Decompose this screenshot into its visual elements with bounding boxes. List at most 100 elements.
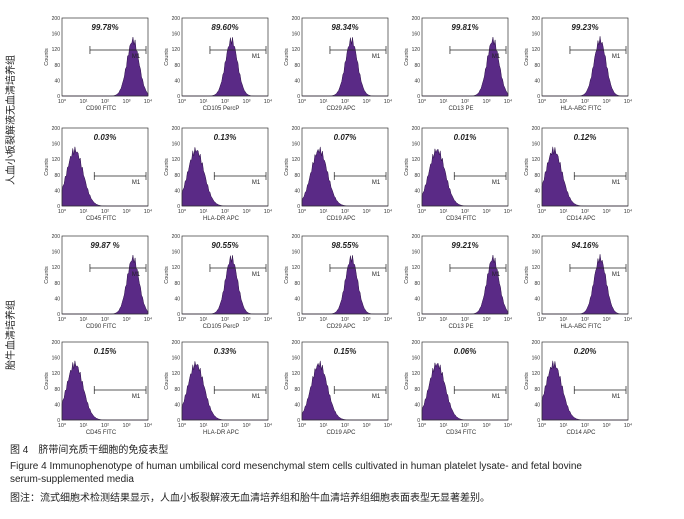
- y-tick-label: 40: [174, 78, 180, 84]
- gate-label: M1: [372, 272, 381, 278]
- y-tick-label: 40: [294, 402, 300, 408]
- histogram: [182, 255, 268, 315]
- y-tick-label: 120: [532, 157, 541, 163]
- y-tick-label: 80: [534, 387, 540, 393]
- y-tick-label: 80: [174, 63, 180, 69]
- x-tick-label: 10⁴: [264, 208, 273, 215]
- x-tick-label: 10⁴: [144, 316, 153, 323]
- y-tick-label: 200: [172, 234, 181, 240]
- y-tick-label: 40: [174, 402, 180, 408]
- histogram: [541, 146, 628, 207]
- y-axis-label: Counts: [284, 372, 290, 390]
- y-tick-label: 0: [417, 94, 420, 100]
- x-tick-label: 10⁰: [538, 316, 547, 323]
- x-tick-label: 10¹: [560, 423, 568, 429]
- gate-label: M1: [492, 54, 501, 60]
- x-tick-label: 10⁰: [298, 316, 307, 323]
- x-tick-label: 10⁴: [504, 316, 513, 323]
- y-tick-label: 120: [52, 265, 61, 271]
- x-tick-label: 10³: [603, 423, 611, 429]
- gate-label: M1: [252, 54, 261, 60]
- y-tick-label: 160: [172, 250, 181, 256]
- y-tick-label: 80: [174, 173, 180, 179]
- y-axis-label: Counts: [404, 48, 410, 66]
- percent-label: 89.60%: [211, 23, 238, 32]
- x-tick-label: 10²: [101, 209, 109, 215]
- y-tick-label: 200: [292, 340, 301, 346]
- y-tick-label: 40: [534, 402, 540, 408]
- y-tick-label: 120: [52, 157, 61, 163]
- marker-label: CD29 APC: [326, 106, 356, 112]
- y-tick-label: 40: [414, 188, 420, 194]
- y-tick-label: 80: [294, 63, 300, 69]
- caption-cn: 图 4 脐带间充质干细胞的免疫表型: [10, 445, 169, 456]
- histogram: [181, 361, 268, 421]
- x-tick-label: 10⁰: [178, 422, 187, 429]
- marker-label: CD19 APC: [326, 216, 356, 222]
- x-tick-label: 10³: [603, 99, 611, 105]
- y-tick-label: 0: [57, 312, 60, 318]
- y-tick-label: 200: [292, 16, 301, 22]
- x-tick-label: 10²: [461, 209, 469, 215]
- histogram: [302, 255, 388, 315]
- plot-frame: [181, 341, 269, 421]
- y-axis-label: Counts: [524, 48, 530, 66]
- marker-label: HLA-DR APC: [203, 216, 240, 222]
- x-tick-label: 10¹: [440, 317, 448, 323]
- y-tick-label: 120: [412, 265, 421, 271]
- y-tick-label: 40: [534, 188, 540, 194]
- x-tick-label: 10⁰: [178, 98, 187, 105]
- y-axis-label: Counts: [524, 266, 530, 284]
- histogram: [181, 147, 268, 207]
- x-tick-label: 10¹: [560, 209, 568, 215]
- x-tick-label: 10³: [483, 99, 491, 105]
- x-tick-label: 10¹: [80, 99, 88, 105]
- histogram: [421, 362, 508, 421]
- y-tick-label: 40: [54, 78, 60, 84]
- y-tick-label: 200: [412, 340, 421, 346]
- y-axis-label: Counts: [284, 48, 290, 66]
- y-tick-label: 0: [297, 204, 300, 210]
- y-tick-label: 200: [172, 126, 181, 132]
- gate-label: M1: [252, 394, 261, 400]
- percent-label: 0.12%: [574, 133, 597, 142]
- histogram: [422, 255, 509, 315]
- x-tick-label: 10³: [363, 317, 371, 323]
- x-tick-label: 10²: [461, 317, 469, 323]
- y-tick-label: 120: [532, 371, 541, 377]
- y-tick-label: 40: [54, 296, 60, 302]
- marker-label: CD105 PercP: [203, 106, 240, 112]
- y-tick-label: 200: [292, 234, 301, 240]
- histogram: [542, 36, 629, 97]
- percent-label: 0.20%: [574, 347, 597, 356]
- percent-label: 0.13%: [214, 133, 237, 142]
- x-tick-label: 10¹: [320, 209, 328, 215]
- x-tick-label: 10⁴: [504, 422, 513, 429]
- marker-label: CD29 APC: [326, 324, 356, 330]
- x-tick-label: 10³: [243, 423, 251, 429]
- y-tick-label: 0: [537, 94, 540, 100]
- y-tick-label: 120: [412, 157, 421, 163]
- x-tick-label: 10⁴: [144, 422, 153, 429]
- percent-label: 90.55%: [211, 241, 238, 250]
- marker-label: CD45 FITC: [86, 216, 117, 222]
- percent-label: 98.34%: [331, 23, 358, 32]
- x-tick-label: 10⁴: [384, 316, 393, 323]
- x-tick-label: 10³: [243, 99, 251, 105]
- x-tick-label: 10⁴: [384, 422, 393, 429]
- marker-label: CD45 FITC: [86, 430, 117, 436]
- x-tick-label: 10³: [603, 317, 611, 323]
- y-tick-label: 120: [292, 265, 301, 271]
- y-tick-label: 80: [414, 63, 420, 69]
- gate-label: M1: [252, 272, 261, 278]
- y-axis-label: Counts: [404, 266, 410, 284]
- x-tick-label: 10³: [123, 317, 131, 323]
- y-tick-label: 0: [537, 418, 540, 424]
- x-tick-label: 10¹: [200, 423, 208, 429]
- percent-label: 0.33%: [214, 347, 237, 356]
- x-tick-label: 10²: [341, 423, 349, 429]
- y-tick-label: 40: [294, 78, 300, 84]
- x-tick-label: 10⁰: [298, 208, 307, 215]
- x-tick-label: 10³: [483, 209, 491, 215]
